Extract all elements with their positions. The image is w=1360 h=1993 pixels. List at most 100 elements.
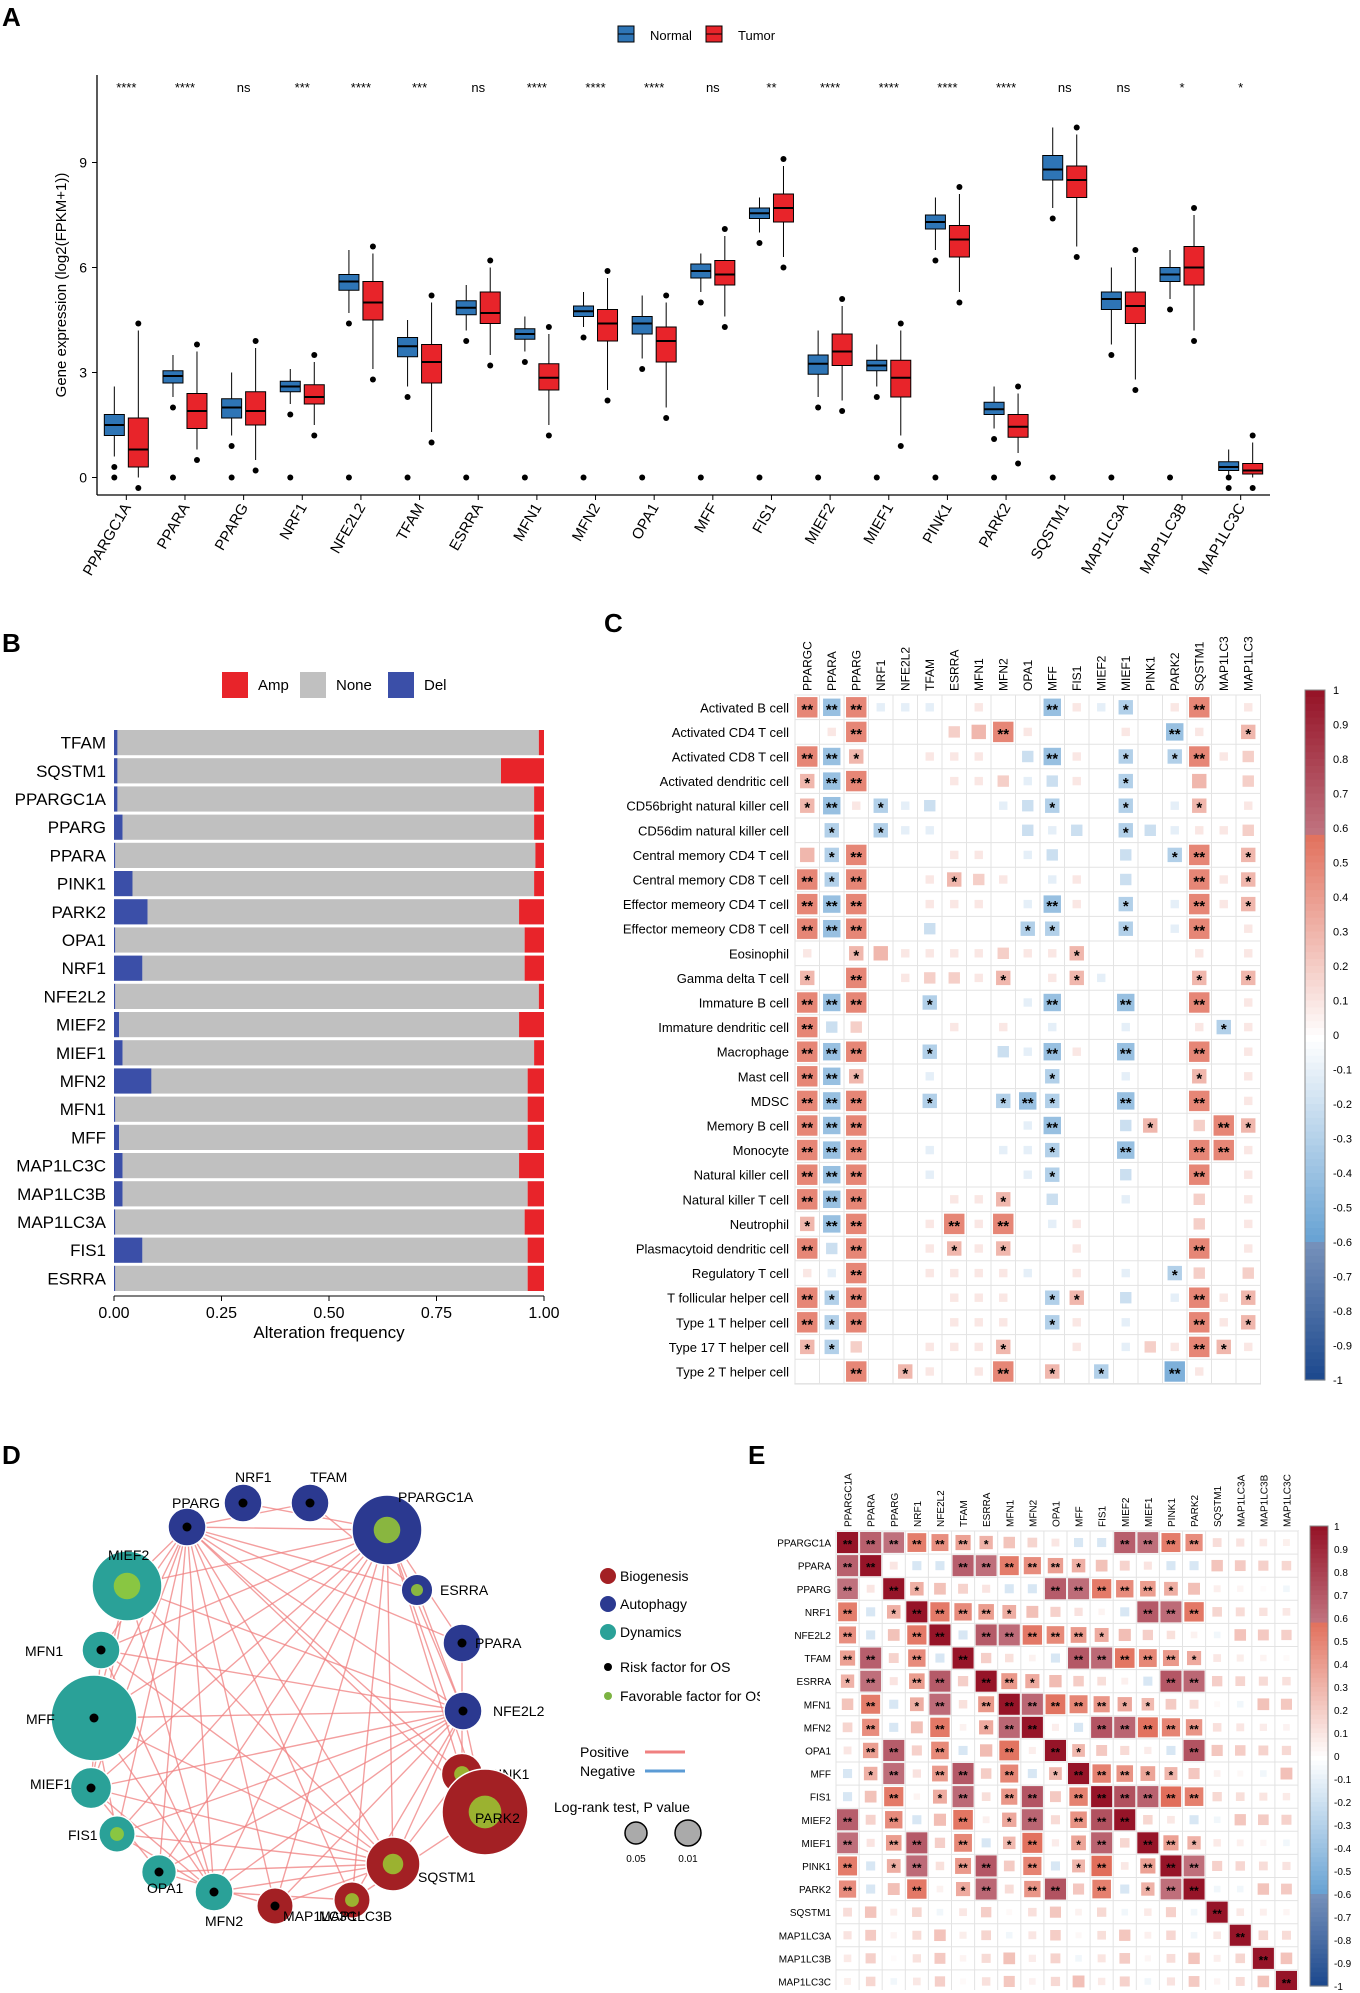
significance-mark: **: [1097, 1792, 1107, 1806]
correlation-cell: [901, 801, 910, 810]
correlation-cell: [846, 1213, 867, 1235]
outlier-point: [604, 397, 611, 404]
correlation-cell: [1002, 1812, 1017, 1827]
significance-mark: **: [801, 1046, 813, 1063]
outlier-point: [580, 334, 587, 341]
legend-gradient-step: [1310, 1558, 1328, 1564]
significance-mark: **: [1051, 1561, 1061, 1575]
correlation-cell: [1120, 1838, 1130, 1848]
correlation-cell: [1189, 869, 1210, 890]
significance-mark: **: [801, 1070, 813, 1087]
significance-mark: **: [826, 1095, 838, 1112]
correlation-cell: [1186, 1650, 1202, 1666]
legend-gradient-step: [1310, 1733, 1328, 1739]
correlation-cell: [1025, 1674, 1040, 1689]
tumor-box-box: [714, 260, 736, 286]
correlation-cell: [993, 721, 1014, 743]
row-label: Immature dendritic cell: [658, 1020, 789, 1035]
outlier-point: [111, 474, 118, 481]
correlation-cell: [1252, 1947, 1274, 1969]
significance-mark: **: [850, 1169, 862, 1186]
correlation-cell: [909, 1673, 925, 1689]
correlation-cell: [1072, 1318, 1081, 1327]
correlation-cell: [1235, 1792, 1245, 1801]
legend-gradient-step: [1305, 690, 1325, 698]
row-label: Activated dendritic cell: [660, 774, 789, 789]
significance-mark: *: [829, 874, 835, 891]
legend-gradient-step: [1305, 1359, 1325, 1367]
correlation-cell: [999, 875, 1008, 884]
correlation-cell: [824, 1315, 839, 1330]
gene-label: TFAM: [61, 734, 106, 753]
correlation-cell: [948, 726, 960, 738]
significance-mark: **: [843, 1630, 853, 1644]
correlation-cell: [1043, 698, 1061, 717]
gene-label: MAP1LC3C: [16, 1157, 106, 1176]
correlation-cell: [1045, 1315, 1060, 1330]
correlation-cell: [1212, 1792, 1222, 1802]
legend-gradient-step: [1310, 1880, 1328, 1886]
correlation-cell: [843, 1931, 852, 1940]
row-label: MAP1LC3A: [779, 1931, 832, 1942]
gene-label: PINK1: [57, 875, 106, 894]
significance-mark: **: [1005, 1561, 1015, 1575]
correlation-cell: [981, 1953, 991, 1963]
correlation-cell: [1091, 1716, 1113, 1738]
legend-tick-label: 0.3: [1334, 1683, 1348, 1694]
correlation-cell: [950, 1268, 959, 1278]
legend-gradient-step: [1310, 1889, 1328, 1895]
correlation-cell: [974, 899, 983, 909]
correlation-cell: [1244, 801, 1253, 810]
legend-gradient-step: [1305, 1338, 1325, 1347]
positive-edge: [186, 1526, 276, 1907]
outlier-point: [1167, 474, 1174, 481]
legend-gradient-step: [1310, 1535, 1328, 1541]
correlation-cell: [1114, 1786, 1136, 1808]
correlation-cell: [1185, 1719, 1203, 1736]
legend-tick-label: 0.3: [1333, 927, 1348, 939]
correlation-cell: [1023, 850, 1032, 860]
significance-mark: **: [1097, 1722, 1107, 1736]
correlation-cell: [1234, 1629, 1247, 1641]
column-label: MIEF2: [1094, 655, 1108, 691]
tumor-box-box: [1066, 165, 1088, 198]
correlation-cell: [1192, 798, 1207, 813]
legend-gradient-step: [1310, 1861, 1328, 1867]
correlation-cell: [849, 1069, 864, 1084]
legend-risk-marker: [604, 1663, 612, 1671]
positive-edge: [126, 1585, 464, 1712]
row-label: CD56dim natural killer cell: [638, 823, 789, 838]
legend-tick-label: -0.3: [1334, 1821, 1352, 1832]
positive-edge: [116, 1710, 464, 1835]
significance-label: ****: [116, 80, 136, 95]
correlation-cell: [1211, 1744, 1223, 1757]
legend-gradient-step: [1310, 1710, 1328, 1716]
significance-mark: **: [801, 874, 813, 891]
correlation-cell: [1170, 703, 1179, 712]
outlier-point: [721, 226, 728, 232]
significance-mark: **: [958, 1838, 968, 1852]
correlation-cell: [1044, 1578, 1066, 1600]
correlation-cell: [1165, 1698, 1177, 1710]
correlation-cell: [800, 970, 815, 986]
significance-mark: *: [1049, 923, 1055, 940]
legend-gradient-step: [1310, 1843, 1328, 1849]
significance-mark: **: [850, 726, 862, 743]
correlation-cell: [1140, 1766, 1156, 1781]
legend-tick-label: 0.6: [1334, 1614, 1348, 1625]
node-label: PPARA: [475, 1635, 522, 1651]
legend-gradient-step: [1310, 1912, 1328, 1918]
correlation-cell: [797, 1164, 818, 1185]
significance-mark: *: [1074, 1292, 1080, 1309]
significance-mark: **: [1051, 1584, 1061, 1598]
column-label: MIEF1: [1119, 655, 1133, 691]
correlation-cell: [1236, 1538, 1245, 1547]
y-tick-label: 6: [79, 260, 87, 276]
significance-mark: **: [1166, 1792, 1176, 1806]
correlation-cell: [1216, 1339, 1231, 1355]
correlation-cell: [974, 1244, 983, 1253]
significance-mark: **: [1193, 849, 1205, 866]
correlation-cell: [1244, 1195, 1253, 1204]
correlation-cell: [1072, 1859, 1086, 1873]
